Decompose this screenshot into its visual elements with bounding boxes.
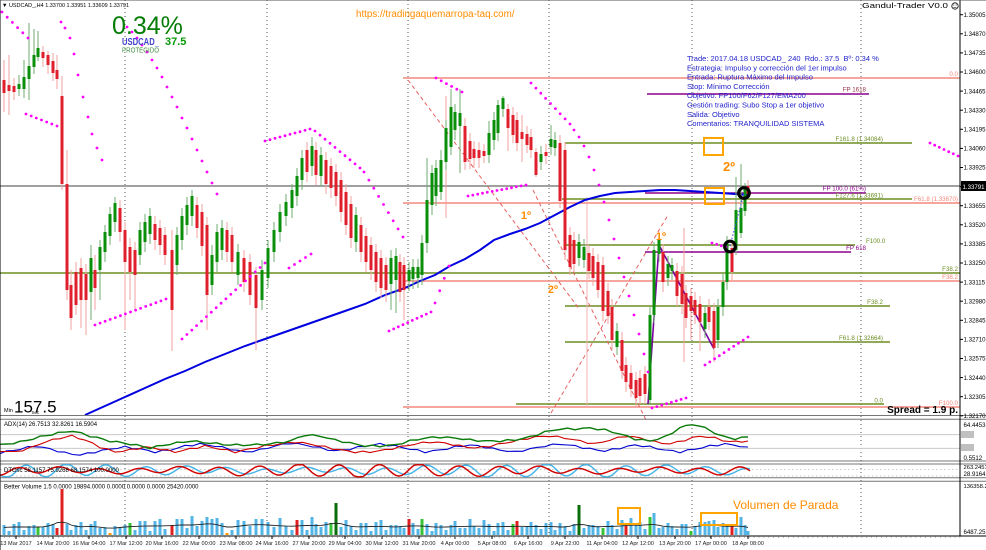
svg-text:Stop: Mínimo Corrección: Stop: Mínimo Corrección (687, 82, 770, 91)
svg-text:F38.2: F38.2 (867, 299, 883, 306)
svg-text:0.5512: 0.5512 (964, 455, 983, 462)
svg-text:18 Apr 08:00: 18 Apr 08:00 (732, 541, 764, 547)
svg-text:1º: 1º (521, 210, 531, 222)
svg-text:Gandul-Trader V0.0: Gandul-Trader V0.0 (862, 1, 948, 10)
svg-text:Estrategia: Impulso y correcci: Estrategia: Impulso y corrección del 1er… (687, 63, 847, 72)
svg-text:1.34870: 1.34870 (964, 31, 986, 38)
svg-text:0.0: 0.0 (874, 398, 883, 405)
svg-text:1.33925: 1.33925 (964, 165, 986, 172)
svg-text:13 Apr 20:00: 13 Apr 20:00 (659, 541, 691, 547)
svg-text:1.32305: 1.32305 (964, 394, 986, 401)
svg-text:23 Mar 08:00: 23 Mar 08:00 (220, 541, 253, 547)
svg-text:136358.2: 136358.2 (964, 484, 986, 490)
svg-text:1.34330: 1.34330 (964, 107, 986, 114)
svg-text:1.32575: 1.32575 (964, 356, 986, 363)
svg-text:2º: 2º (548, 284, 558, 296)
svg-text:FP 618: FP 618 (846, 245, 866, 252)
svg-text:USDCAD_: USDCAD_ (122, 36, 159, 48)
svg-text:64.4453: 64.4453 (964, 422, 986, 429)
svg-text:F38.2: F38.2 (942, 274, 958, 281)
svg-text:Salida: Objetivo: Salida: Objetivo (687, 110, 740, 119)
svg-text:17 Apr 00:00: 17 Apr 00:00 (695, 541, 727, 547)
svg-text:▼ USDCAD_,H4 1.33700 1.33951: ▼ USDCAD_,H4 1.33700 1.33951 1.33609 1.3… (2, 3, 129, 9)
svg-text:1º: 1º (656, 231, 666, 243)
svg-text:14 Mar 20:00: 14 Mar 20:00 (37, 541, 70, 547)
svg-text:Better Volume 1.5 0.0000 19894: Better Volume 1.5 0.0000 19894.0000 0.00… (4, 485, 199, 491)
svg-text:0.34%: 0.34% (112, 12, 183, 40)
svg-text:FP 100.0 (61%): FP 100.0 (61%) (823, 186, 866, 193)
svg-text:157.5: 157.5 (14, 398, 57, 417)
svg-text:ADX(14) 26.7513 32.8261 16.590: ADX(14) 26.7513 32.8261 16.5904 (4, 422, 98, 428)
svg-text:37.5: 37.5 (165, 36, 186, 48)
svg-text:1.34735: 1.34735 (964, 50, 986, 57)
svg-text:1.32710: 1.32710 (964, 337, 986, 344)
svg-text:263.2451: 263.2451 (964, 465, 986, 471)
svg-text:16 Mar 04:00: 16 Mar 04:00 (73, 541, 106, 547)
svg-text:2º: 2º (723, 159, 735, 174)
svg-text:1.32170: 1.32170 (964, 413, 986, 420)
svg-text:DTOsc 58.1157 75.9268 68.1574: DTOsc 58.1157 75.9268 68.1574 100.0000 (4, 468, 120, 474)
svg-text:1.33250: 1.33250 (964, 260, 986, 267)
svg-text:F61.8 (1.32664): F61.8 (1.32664) (839, 335, 883, 342)
svg-text:1.34195: 1.34195 (964, 127, 986, 134)
svg-text:F127.6 (1.33691): F127.6 (1.33691) (836, 193, 883, 200)
svg-text:20 Mar 16:00: 20 Mar 16:00 (146, 541, 179, 547)
svg-text:1.33791: 1.33791 (963, 184, 986, 191)
svg-text:1.34600: 1.34600 (964, 69, 986, 76)
svg-text:Spread = 1.9 p.: Spread = 1.9 p. (887, 405, 958, 416)
svg-text:0.0: 0.0 (949, 71, 958, 78)
svg-text:17 Mar 12:00: 17 Mar 12:00 (110, 541, 143, 547)
svg-text:29 Mar 04:00: 29 Mar 04:00 (329, 541, 362, 547)
svg-text:https://tradingaquemarropa-taq: https://tradingaquemarropa-taq.com/ (356, 9, 515, 20)
svg-text:6 Apr 16:00: 6 Apr 16:00 (514, 541, 543, 547)
svg-text:13 Mar 2017: 13 Mar 2017 (0, 541, 31, 547)
svg-text:27 Mar 20:00: 27 Mar 20:00 (293, 541, 326, 547)
svg-text:1.33115: 1.33115 (964, 279, 986, 286)
svg-text:PROTEGIDO: PROTEGIDO (122, 48, 159, 55)
svg-text:Gestión trading: Subo Stop a 1: Gestión trading: Subo Stop a 1er objetiv… (687, 101, 824, 110)
svg-text:24 Mar 16:00: 24 Mar 16:00 (256, 541, 289, 547)
svg-text:1.32845: 1.32845 (964, 318, 986, 325)
svg-text:Trade: 2017.04.18 USDCAD_ 240: Trade: 2017.04.18 USDCAD_ 240 Rdo.: 37.5… (687, 54, 879, 63)
svg-text:Volumen de Parada: Volumen de Parada (733, 498, 839, 512)
svg-text:1.32980: 1.32980 (964, 298, 986, 305)
svg-text:1.35005: 1.35005 (964, 12, 986, 19)
svg-text:1.33655: 1.33655 (964, 203, 986, 210)
svg-text:F38.2: F38.2 (942, 266, 958, 273)
svg-text:5 Apr 08:00: 5 Apr 08:00 (478, 541, 507, 547)
svg-text:12 Apr 12:00: 12 Apr 12:00 (622, 541, 654, 547)
svg-text:1.33385: 1.33385 (964, 241, 986, 248)
svg-text:1.33520: 1.33520 (964, 222, 986, 229)
svg-text:FP 1618: FP 1618 (843, 87, 867, 94)
svg-text:Entrada: Ruptura Máximo del Im: Entrada: Ruptura Máximo del Impulso (687, 73, 813, 82)
svg-text:4 Apr 00:00: 4 Apr 00:00 (441, 541, 470, 547)
svg-text:6487.25: 6487.25 (964, 529, 986, 536)
svg-text:Objetivo: FP100/F62/F127/EMA20: Objetivo: FP100/F62/F127/EMA200 (687, 91, 806, 100)
svg-text:F100.0: F100.0 (866, 238, 886, 245)
svg-text:F61.8 (1.33670): F61.8 (1.33670) (914, 196, 958, 203)
svg-text:22 Mar 00:00: 22 Mar 00:00 (183, 541, 216, 547)
svg-text:9 Apr 22:00: 9 Apr 22:00 (551, 541, 580, 547)
svg-text:1.34060: 1.34060 (964, 146, 986, 153)
svg-text:30 Mar 12:00: 30 Mar 12:00 (366, 541, 399, 547)
svg-text:F161.8 (1.34084): F161.8 (1.34084) (836, 136, 883, 143)
svg-text:Min: Min (4, 408, 13, 414)
svg-text:11 Apr 04:00: 11 Apr 04:00 (586, 541, 617, 547)
svg-text:F100.0: F100.0 (939, 400, 959, 407)
svg-text:1.34465: 1.34465 (964, 88, 986, 95)
svg-text:1.32440: 1.32440 (964, 375, 986, 382)
svg-text:Comentarios: TRANQUILIDAD SIST: Comentarios: TRANQUILIDAD SISTEMA (687, 119, 824, 128)
svg-text:31 Mar 20:00: 31 Mar 20:00 (403, 541, 436, 547)
svg-text:28.9164: 28.9164 (964, 471, 986, 478)
svg-text:Sec: Sec (32, 410, 41, 415)
